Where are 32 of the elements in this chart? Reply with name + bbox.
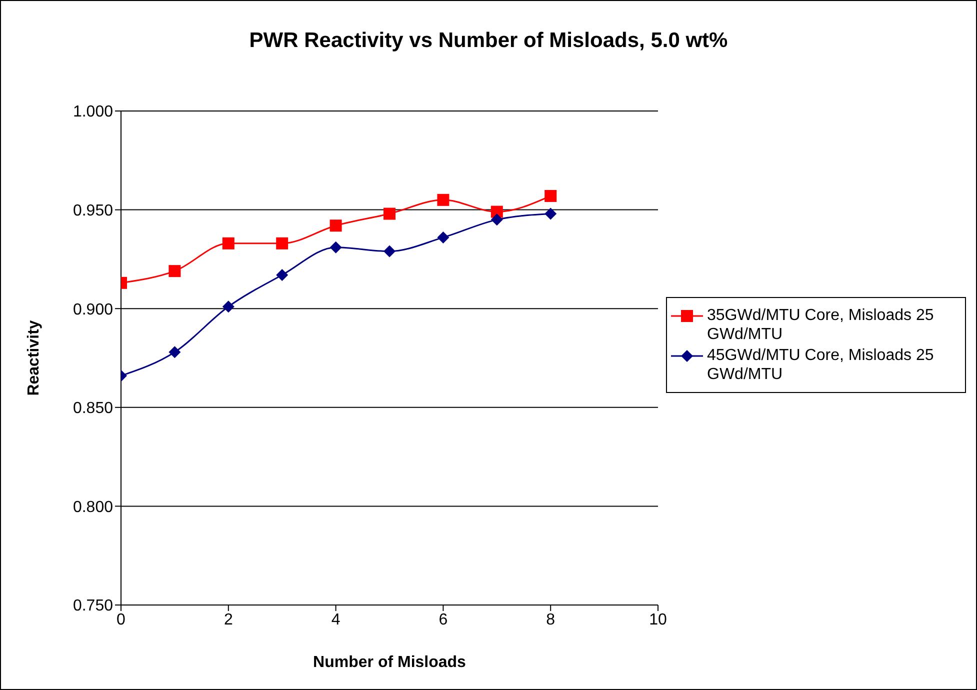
y-tick-label: 0.750 [72,598,114,615]
x-axis-title: Number of Misloads [313,654,466,671]
point [330,220,342,232]
point [276,237,288,250]
point [384,208,396,220]
x-tick-label: 2 [224,611,233,628]
y-tick-label: 0.800 [72,498,114,516]
point [330,241,342,254]
y-tick-label: 0.850 [72,400,114,418]
y-tick-label: 0.950 [72,202,114,220]
x-tick-label: 8 [546,611,556,628]
point [384,245,396,258]
y-tick-label: 0.900 [72,301,114,318]
point [168,346,181,358]
x-tick-label: 4 [331,611,340,628]
point [222,300,234,313]
point [276,269,288,282]
chart-title: PWR Reactivity vs Number of Misloads, 5.0 wt% [248,29,729,53]
point [544,208,557,220]
point [168,265,181,278]
x-tick-label: 0 [116,611,126,628]
y-axis-title: Reactivity [26,320,43,396]
legend-label: 35GWd/MTU Core, Misloads 25 GWd/MTU [707,306,935,344]
y-tick-label: 1.000 [72,104,114,121]
x-tick-label: 6 [438,611,448,628]
point [437,231,450,244]
point [222,237,234,250]
x-tick-label: 10 [649,611,667,628]
point [490,214,503,226]
point [437,194,450,206]
point [544,190,557,202]
legend-label: 45GWd/MTU Core, Misloads 25 GWd/MTU [707,346,935,384]
